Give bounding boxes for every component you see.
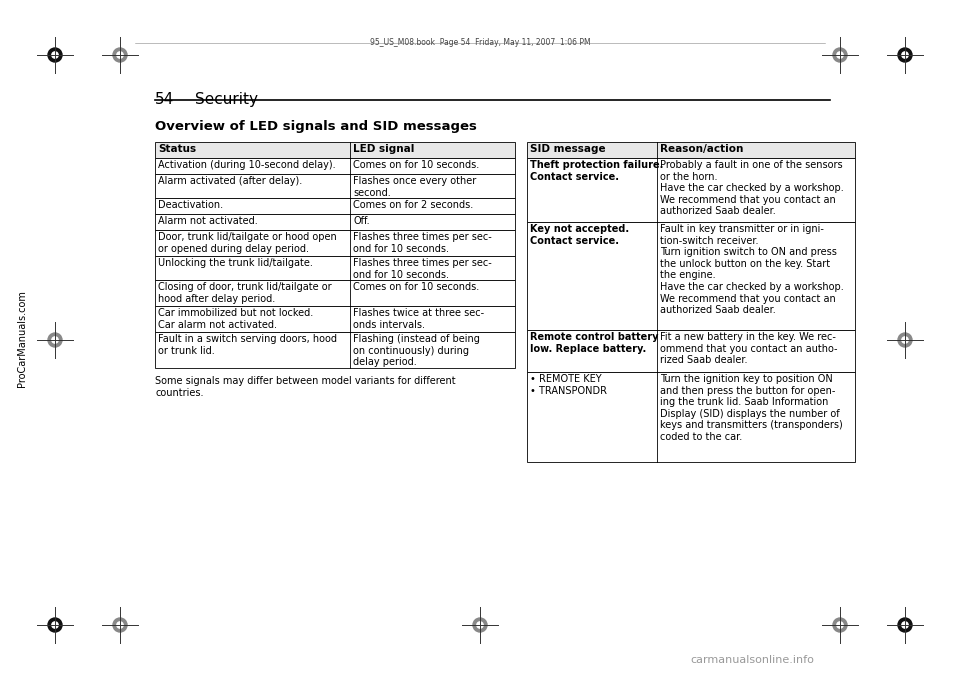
Circle shape (113, 48, 127, 62)
Bar (155, 230, 515, 256)
Text: Remote control battery
low. Replace battery.: Remote control battery low. Replace batt… (530, 332, 659, 354)
Circle shape (901, 622, 908, 628)
Bar (155, 256, 515, 280)
Bar (155, 142, 515, 158)
Text: • REMOTE KEY
• TRANSPONDR: • REMOTE KEY • TRANSPONDR (530, 374, 607, 395)
Text: Some signals may differ between model variants for different
countries.: Some signals may differ between model va… (155, 376, 456, 397)
Circle shape (477, 622, 483, 628)
Circle shape (48, 48, 62, 62)
Text: Door, trunk lid/tailgate or hood open
or opened during delay period.: Door, trunk lid/tailgate or hood open or… (158, 232, 337, 254)
Circle shape (901, 52, 908, 58)
Circle shape (117, 622, 123, 628)
Text: Fault in key transmitter or in igni-
tion-switch receiver.
Turn ignition switch : Fault in key transmitter or in igni- tio… (660, 224, 844, 315)
Circle shape (833, 618, 847, 632)
Text: Flashes once every other
second.: Flashes once every other second. (353, 176, 476, 197)
Text: Overview of LED signals and SID messages: Overview of LED signals and SID messages (155, 120, 477, 133)
Bar (527, 330, 855, 372)
Text: Activation (during 10-second delay).: Activation (during 10-second delay). (158, 160, 336, 170)
Text: Flashes three times per sec-
ond for 10 seconds.: Flashes three times per sec- ond for 10 … (353, 232, 492, 254)
Circle shape (837, 622, 843, 628)
Bar (155, 174, 515, 198)
Text: Flashes three times per sec-
ond for 10 seconds.: Flashes three times per sec- ond for 10 … (353, 258, 492, 279)
Text: SID message: SID message (530, 144, 606, 154)
Text: Security: Security (195, 92, 258, 107)
Text: Key not accepted.
Contact service.: Key not accepted. Contact service. (530, 224, 629, 245)
Text: Fit a new battery in the key. We rec-
ommend that you contact an autho-
rized Sa: Fit a new battery in the key. We rec- om… (660, 332, 837, 365)
Text: Comes on for 10 seconds.: Comes on for 10 seconds. (353, 160, 479, 170)
Bar (527, 158, 855, 222)
Text: Reason/action: Reason/action (660, 144, 743, 154)
Text: Off.: Off. (353, 216, 370, 226)
Text: Theft protection failure.
Contact service.: Theft protection failure. Contact servic… (530, 160, 663, 182)
Text: 54: 54 (155, 92, 175, 107)
Bar (155, 332, 515, 368)
Text: Comes on for 10 seconds.: Comes on for 10 seconds. (353, 282, 479, 292)
Circle shape (48, 333, 62, 347)
Text: ProCarManuals.com: ProCarManuals.com (17, 291, 27, 387)
Circle shape (833, 48, 847, 62)
Text: Deactivation.: Deactivation. (158, 200, 223, 210)
Bar (155, 158, 515, 174)
Circle shape (52, 337, 59, 343)
Circle shape (48, 618, 62, 632)
Bar (155, 198, 515, 214)
Text: Probably a fault in one of the sensors
or the horn.
Have the car checked by a wo: Probably a fault in one of the sensors o… (660, 160, 844, 216)
Text: Closing of door, trunk lid/tailgate or
hood after delay period.: Closing of door, trunk lid/tailgate or h… (158, 282, 331, 304)
Circle shape (52, 622, 59, 628)
Circle shape (473, 618, 487, 632)
Bar (527, 142, 855, 158)
Circle shape (52, 52, 59, 58)
Circle shape (898, 618, 912, 632)
Bar (155, 280, 515, 306)
Text: Fault in a switch serving doors, hood
or trunk lid.: Fault in a switch serving doors, hood or… (158, 334, 337, 355)
Bar (527, 372, 855, 462)
Text: Flashing (instead of being
on continuously) during
delay period.: Flashing (instead of being on continuous… (353, 334, 480, 367)
Text: Turn the ignition key to position ON
and then press the button for open-
ing the: Turn the ignition key to position ON and… (660, 374, 843, 442)
Text: Alarm not activated.: Alarm not activated. (158, 216, 257, 226)
Circle shape (837, 52, 843, 58)
Circle shape (898, 48, 912, 62)
Circle shape (901, 337, 908, 343)
Bar (155, 306, 515, 332)
Text: LED signal: LED signal (353, 144, 415, 154)
Text: Comes on for 2 seconds.: Comes on for 2 seconds. (353, 200, 473, 210)
Text: Alarm activated (after delay).: Alarm activated (after delay). (158, 176, 302, 186)
Text: Flashes twice at three sec-
onds intervals.: Flashes twice at three sec- onds interva… (353, 308, 484, 330)
Circle shape (113, 618, 127, 632)
Circle shape (898, 333, 912, 347)
Text: Status: Status (158, 144, 196, 154)
Bar (155, 214, 515, 230)
Text: Car immobilized but not locked.
Car alarm not activated.: Car immobilized but not locked. Car alar… (158, 308, 313, 330)
Text: carmanualsonline.info: carmanualsonline.info (690, 655, 814, 665)
Circle shape (117, 52, 123, 58)
Bar (527, 222, 855, 330)
Text: 95_US_M08.book  Page 54  Friday, May 11, 2007  1:06 PM: 95_US_M08.book Page 54 Friday, May 11, 2… (370, 38, 590, 47)
Text: Unlocking the trunk lid/tailgate.: Unlocking the trunk lid/tailgate. (158, 258, 313, 268)
